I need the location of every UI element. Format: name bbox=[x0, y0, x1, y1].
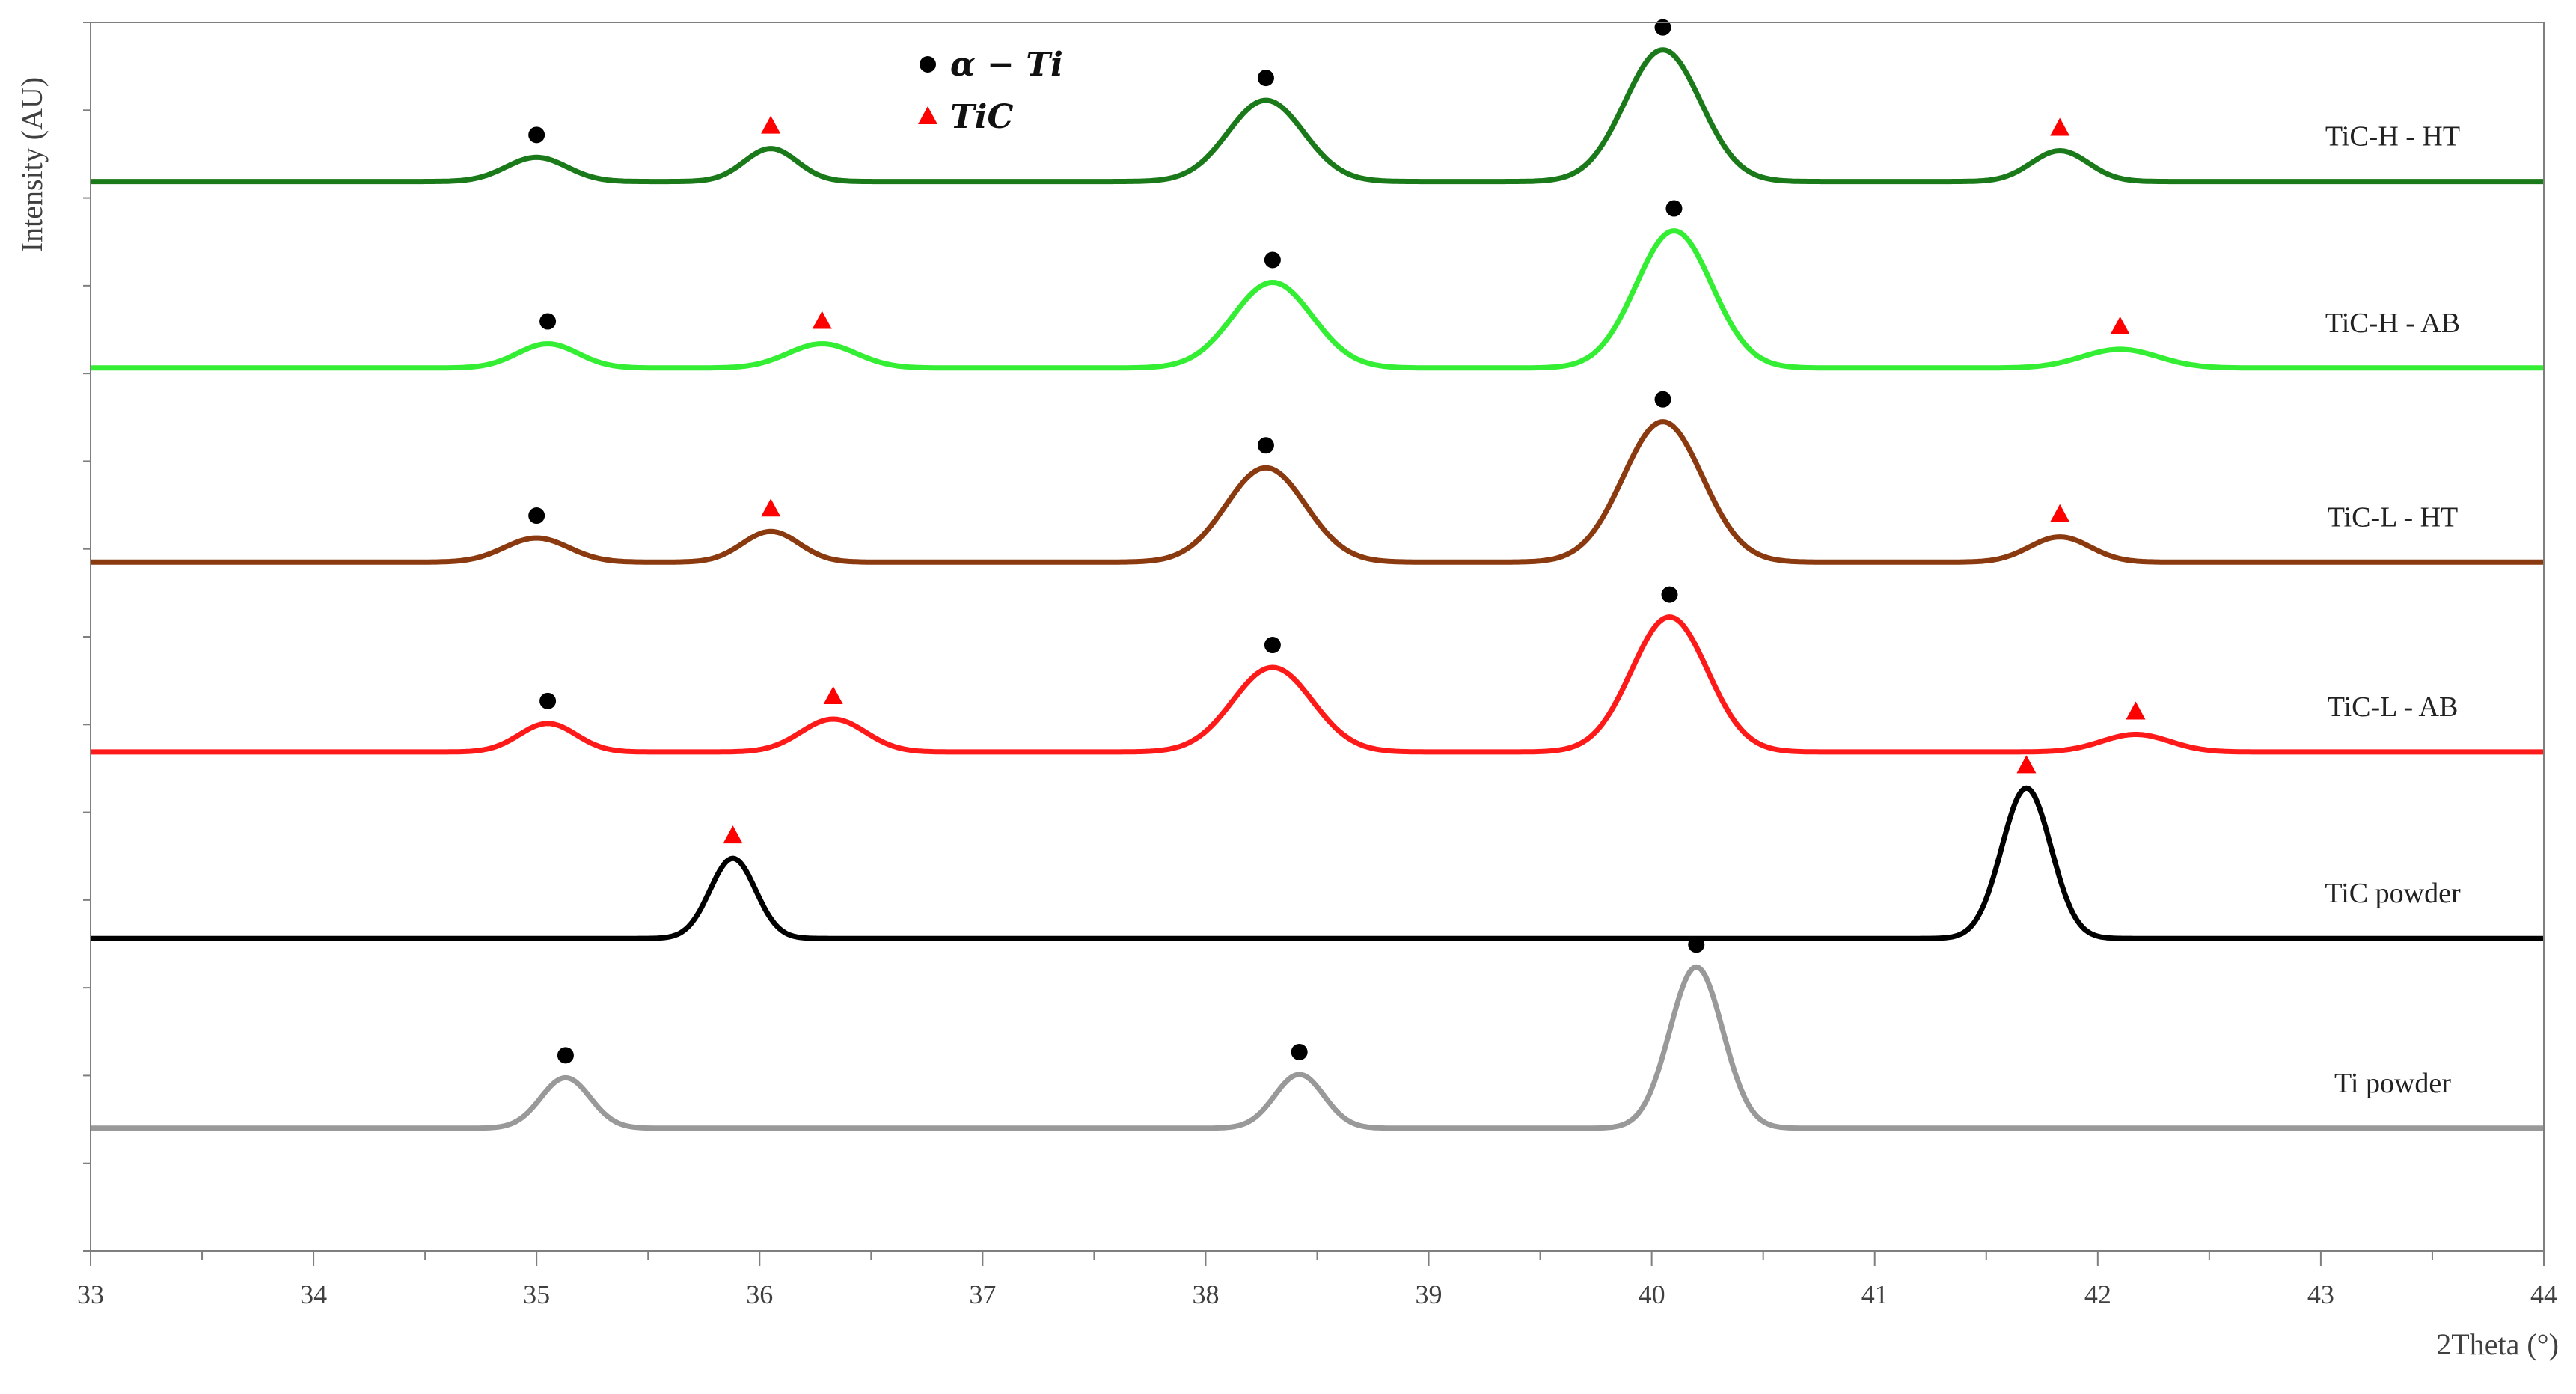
x-tick-label: 41 bbox=[1861, 1280, 1888, 1309]
x-tick-label: 37 bbox=[969, 1280, 996, 1309]
legend-alpha-ti-marker bbox=[920, 56, 936, 73]
x-tick-label: 40 bbox=[1639, 1280, 1665, 1309]
x-axis-title: 2Theta (°) bbox=[2436, 1327, 2559, 1361]
alpha-ti-marker bbox=[1688, 936, 1705, 953]
alpha-ti-marker bbox=[1264, 637, 1281, 654]
alpha-ti-marker bbox=[1264, 251, 1281, 269]
tic-marker bbox=[823, 685, 843, 704]
x-tick-label: 38 bbox=[1192, 1280, 1219, 1309]
tic-marker bbox=[2126, 701, 2146, 720]
x-tick-label: 34 bbox=[300, 1280, 327, 1309]
series-line bbox=[90, 47, 2545, 185]
alpha-ti-marker bbox=[557, 1047, 574, 1064]
alpha-ti-marker bbox=[1291, 1043, 1308, 1060]
series-line bbox=[90, 614, 2545, 755]
series-label: Ti powder bbox=[2334, 1068, 2451, 1099]
alpha-ti-marker bbox=[528, 507, 545, 525]
tic-marker bbox=[2110, 316, 2130, 334]
tic-marker bbox=[2050, 504, 2070, 522]
series-line bbox=[90, 964, 2545, 1131]
series-layer bbox=[90, 47, 2545, 1131]
x-tick-label: 44 bbox=[2530, 1280, 2557, 1309]
x-tick-label: 33 bbox=[77, 1280, 104, 1309]
alpha-ti-marker bbox=[528, 126, 545, 144]
tic-marker bbox=[2016, 755, 2037, 774]
tic-marker bbox=[812, 311, 832, 329]
phase-marker-layer bbox=[528, 19, 2146, 1064]
series-label: TiC-H - AB bbox=[2325, 308, 2460, 339]
legend-tic-marker bbox=[918, 106, 937, 124]
tic-marker bbox=[723, 825, 743, 844]
series-label: TiC powder bbox=[2325, 878, 2461, 909]
x-tick-label: 42 bbox=[2084, 1280, 2111, 1309]
legend: α − Ti TiC bbox=[918, 46, 1063, 136]
alpha-ti-marker bbox=[539, 313, 557, 330]
axes-layer: Intensity (AU) 2Theta (°) 33 34 35 36 37 38 39… bbox=[15, 22, 2559, 1361]
series-line bbox=[90, 419, 2545, 565]
x-tick-label: 35 bbox=[523, 1280, 550, 1309]
x-tick-label: 43 bbox=[2307, 1280, 2334, 1309]
tic-marker bbox=[761, 498, 781, 517]
tic-marker bbox=[2050, 117, 2070, 136]
alpha-ti-marker bbox=[1665, 200, 1683, 217]
x-tick-label: 39 bbox=[1416, 1280, 1443, 1309]
series-label: TiC-L - HT bbox=[2328, 501, 2459, 533]
alpha-ti-marker bbox=[539, 692, 557, 709]
legend-label: TiC bbox=[950, 98, 1013, 136]
series-label: TiC-L - AB bbox=[2328, 691, 2459, 723]
series-line bbox=[90, 785, 2545, 941]
alpha-ti-marker bbox=[1257, 70, 1274, 87]
y-axis-title: Intensity (AU) bbox=[15, 77, 49, 252]
x-tick-label: 36 bbox=[746, 1280, 773, 1309]
alpha-ti-marker bbox=[1661, 586, 1678, 603]
alpha-ti-marker bbox=[1257, 437, 1274, 454]
alpha-ti-marker bbox=[1654, 391, 1671, 408]
tic-marker bbox=[761, 115, 781, 134]
series-line bbox=[90, 228, 2545, 371]
legend-label: α − Ti bbox=[950, 46, 1063, 84]
series-label: TiC-H - HT bbox=[2325, 121, 2460, 153]
alpha-ti-marker bbox=[1654, 19, 1671, 36]
series-label-layer: TiC-H - HT TiC-H - AB TiC-L - HT TiC-L - AB… bbox=[2325, 121, 2461, 1099]
